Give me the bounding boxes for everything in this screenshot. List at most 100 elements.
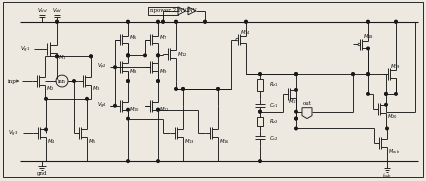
Circle shape (352, 73, 354, 75)
Text: $M_6$: $M_6$ (129, 33, 138, 42)
Text: $M_3$: $M_3$ (92, 85, 101, 93)
Circle shape (127, 20, 130, 23)
Circle shape (367, 73, 369, 75)
Text: $C_{c2}$: $C_{c2}$ (269, 134, 279, 143)
Text: $C_{c1}$: $C_{c1}$ (269, 101, 279, 110)
Circle shape (127, 160, 130, 162)
Text: $M_{12}$: $M_{12}$ (177, 50, 188, 59)
Text: $M_1$: $M_1$ (58, 53, 66, 62)
Circle shape (175, 88, 177, 90)
Circle shape (367, 93, 369, 95)
Text: inp: inp (8, 79, 17, 83)
Text: $V_{dd}$: $V_{dd}$ (52, 6, 62, 15)
Text: $V_{g1}$: $V_{g1}$ (20, 44, 30, 54)
Circle shape (56, 20, 58, 23)
Circle shape (367, 20, 369, 23)
Circle shape (157, 108, 159, 111)
Text: $M_{13}$: $M_{13}$ (184, 137, 195, 146)
Text: $M_2$: $M_2$ (46, 85, 55, 93)
Text: $M_{sub}$: $M_{sub}$ (388, 147, 400, 156)
Circle shape (259, 73, 261, 75)
Circle shape (259, 110, 261, 113)
Text: $M_{20}$: $M_{20}$ (387, 112, 398, 121)
Circle shape (73, 80, 75, 82)
Text: $M_{18}$: $M_{18}$ (363, 32, 374, 41)
Circle shape (157, 160, 159, 162)
Circle shape (157, 54, 159, 57)
Circle shape (259, 160, 261, 162)
Circle shape (45, 128, 47, 131)
Circle shape (175, 20, 177, 23)
Circle shape (295, 73, 297, 75)
Text: inn: inn (58, 79, 66, 83)
Circle shape (127, 80, 130, 82)
Text: $M_{19}$: $M_{19}$ (390, 62, 401, 71)
Circle shape (157, 20, 159, 23)
Circle shape (157, 80, 159, 82)
Circle shape (144, 54, 146, 57)
Circle shape (114, 104, 116, 107)
Text: $V_{g4}$: $V_{g4}$ (97, 101, 107, 111)
Text: $V_{dd}$: $V_{dd}$ (37, 6, 47, 15)
Circle shape (217, 88, 219, 90)
Bar (257, 117, 263, 127)
Circle shape (245, 20, 248, 23)
Circle shape (90, 55, 92, 58)
Circle shape (90, 55, 92, 58)
Text: $M_{11}$: $M_{11}$ (159, 105, 170, 114)
Text: INV: INV (187, 8, 197, 13)
Text: $R_{z1}$: $R_{z1}$ (269, 81, 279, 89)
Text: $M_{16}$: $M_{16}$ (219, 137, 230, 146)
Circle shape (367, 73, 369, 75)
Circle shape (162, 20, 164, 23)
Text: gnd: gnd (37, 171, 47, 176)
Text: $R_{z2}$: $R_{z2}$ (269, 117, 279, 126)
Circle shape (127, 54, 130, 57)
Circle shape (56, 55, 58, 58)
Circle shape (385, 93, 387, 95)
Text: $M_{17}$: $M_{17}$ (288, 97, 299, 106)
Circle shape (367, 20, 369, 23)
Circle shape (157, 54, 159, 57)
Circle shape (175, 20, 177, 23)
Circle shape (385, 93, 387, 95)
Circle shape (245, 20, 248, 23)
Text: $M_9$: $M_9$ (159, 67, 168, 76)
Circle shape (352, 73, 354, 75)
Circle shape (127, 108, 130, 111)
Circle shape (367, 73, 369, 75)
Text: $M_8$: $M_8$ (129, 67, 138, 76)
Circle shape (295, 110, 297, 113)
Circle shape (127, 117, 130, 120)
Circle shape (114, 66, 116, 68)
Text: $M_4$: $M_4$ (47, 137, 56, 146)
Circle shape (217, 88, 219, 90)
Text: out: out (303, 101, 312, 106)
Circle shape (127, 20, 130, 23)
Polygon shape (302, 108, 312, 119)
Circle shape (259, 73, 261, 75)
Circle shape (157, 80, 159, 82)
Text: $M_7$: $M_7$ (159, 33, 168, 42)
Circle shape (295, 117, 297, 120)
Circle shape (56, 20, 58, 23)
Circle shape (204, 20, 206, 23)
Bar (148, 7, 178, 15)
Text: $V_{p2}$: $V_{p2}$ (97, 62, 107, 72)
Text: $i_{sub}$: $i_{sub}$ (382, 171, 392, 180)
Circle shape (162, 20, 164, 23)
Circle shape (295, 89, 297, 91)
Circle shape (157, 108, 159, 111)
Circle shape (182, 88, 184, 90)
Circle shape (45, 98, 47, 100)
Circle shape (127, 54, 130, 57)
Bar (257, 79, 263, 91)
Polygon shape (188, 7, 196, 15)
Circle shape (86, 98, 88, 100)
Text: $M_5$: $M_5$ (88, 137, 97, 146)
Circle shape (295, 73, 297, 75)
Circle shape (386, 127, 389, 130)
Polygon shape (178, 7, 186, 15)
Text: $V_{g3}$: $V_{g3}$ (8, 128, 18, 138)
Circle shape (395, 93, 397, 95)
